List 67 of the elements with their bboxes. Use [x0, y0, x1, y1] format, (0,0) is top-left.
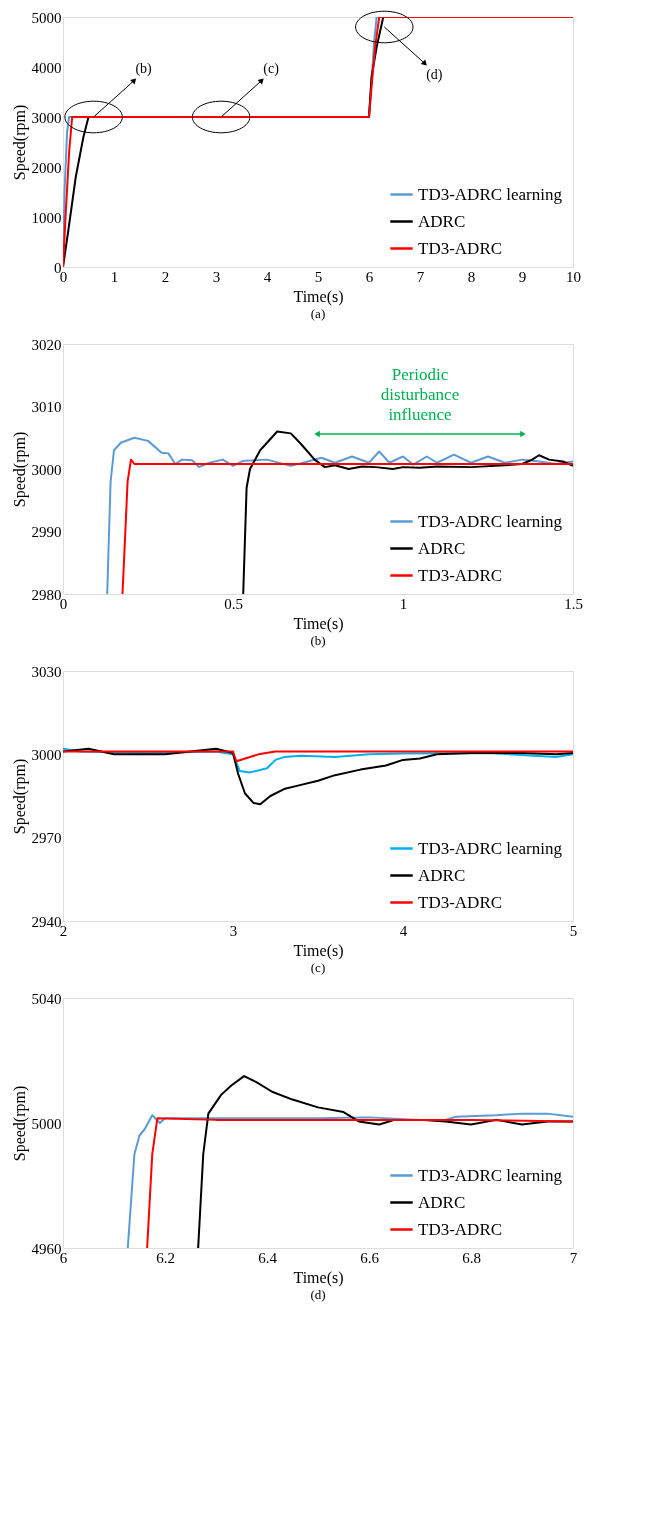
y-tick-label: 2000	[31, 159, 62, 176]
y-tick-label: 5040	[31, 990, 62, 1007]
text: (a)	[310, 306, 326, 321]
x-tick-label: 3	[212, 268, 221, 285]
legend-label: TD3-ADRC	[418, 1219, 503, 1239]
x-tick-label: 6.8	[462, 1249, 481, 1266]
annotation: (d)	[426, 67, 443, 83]
y-tick-label: 3020	[31, 336, 62, 353]
legend-label: TD3-ADRC	[418, 892, 503, 912]
y-tick-label: 5000	[31, 9, 62, 26]
x-tick-label: 6.2	[156, 1249, 175, 1266]
x-tick-label: 3	[229, 922, 238, 939]
x-axis-title: Time(s)	[293, 1268, 344, 1287]
y-tick-label: 3030	[31, 663, 62, 680]
y-tick-label: 5000	[31, 1115, 62, 1132]
legend-label: TD3-ADRC learning	[418, 1165, 563, 1185]
text: (c)	[310, 960, 326, 975]
x-tick-label: 4	[263, 268, 272, 285]
line-series	[242, 430, 573, 594]
legend-label: TD3-ADRC learning	[418, 511, 563, 531]
text: (d)	[310, 1287, 326, 1302]
line-series	[106, 436, 573, 594]
y-tick-label: 3000	[31, 461, 62, 478]
x-axis-title: Time(s)	[293, 614, 344, 633]
legend-label: ADRC	[418, 1192, 466, 1212]
x-axis-title: Time(s)	[293, 941, 344, 960]
x-tick-label: 2	[161, 268, 170, 285]
y-tick-label: 1000	[31, 209, 62, 226]
y-tick-label: 3010	[31, 399, 62, 415]
x-tick-label: 7	[569, 1249, 578, 1266]
x-axis-title: Time(s)	[293, 287, 344, 306]
x-tick-label: 5	[314, 268, 323, 285]
x-tick-label: 1.5	[564, 595, 583, 612]
y-axis-title: Speed(rpm)	[10, 104, 29, 181]
x-tick-label: 6	[365, 268, 374, 285]
legend-label: ADRC	[418, 538, 466, 558]
text: (b)	[310, 633, 326, 648]
x-tick-label: 8	[467, 268, 476, 285]
legend-label: ADRC	[418, 865, 466, 885]
annotation: (b)	[135, 61, 153, 77]
y-axis-title: Speed(rpm)	[10, 1085, 29, 1162]
legend-label: ADRC	[418, 211, 466, 231]
y-tick-label: 4000	[31, 59, 62, 76]
y-tick-label: 3000	[31, 746, 62, 763]
x-tick-label: 10	[566, 268, 581, 285]
x-tick-label: 7	[416, 268, 425, 285]
x-tick-label: 9	[518, 268, 527, 285]
x-tick-label: 0.5	[224, 595, 243, 612]
annotation: (c)	[263, 61, 280, 77]
x-tick-label: 6.6	[360, 1249, 380, 1266]
annotation: Periodic disturbance influence	[380, 365, 460, 424]
x-tick-label: 6.4	[258, 1249, 278, 1266]
x-tick-label: 1	[110, 268, 119, 285]
x-tick-label: 5	[569, 922, 578, 939]
x-tick-label: 1	[399, 595, 408, 612]
y-axis-title: Speed(rpm)	[10, 431, 29, 508]
x-tick-label: 4	[399, 922, 408, 939]
legend-label: TD3-ADRC	[418, 238, 503, 258]
line-series	[121, 458, 573, 594]
legend-label: TD3-ADRC	[418, 565, 503, 585]
y-tick-label: 2970	[31, 830, 62, 847]
y-axis-title: Speed(rpm)	[10, 758, 29, 835]
line-series	[63, 747, 573, 806]
legend-label: TD3-ADRC learning	[418, 838, 563, 858]
legend-label: TD3-ADRC learning	[418, 184, 563, 204]
y-tick-label: 2990	[31, 524, 62, 540]
y-tick-label: 3000	[31, 109, 62, 126]
